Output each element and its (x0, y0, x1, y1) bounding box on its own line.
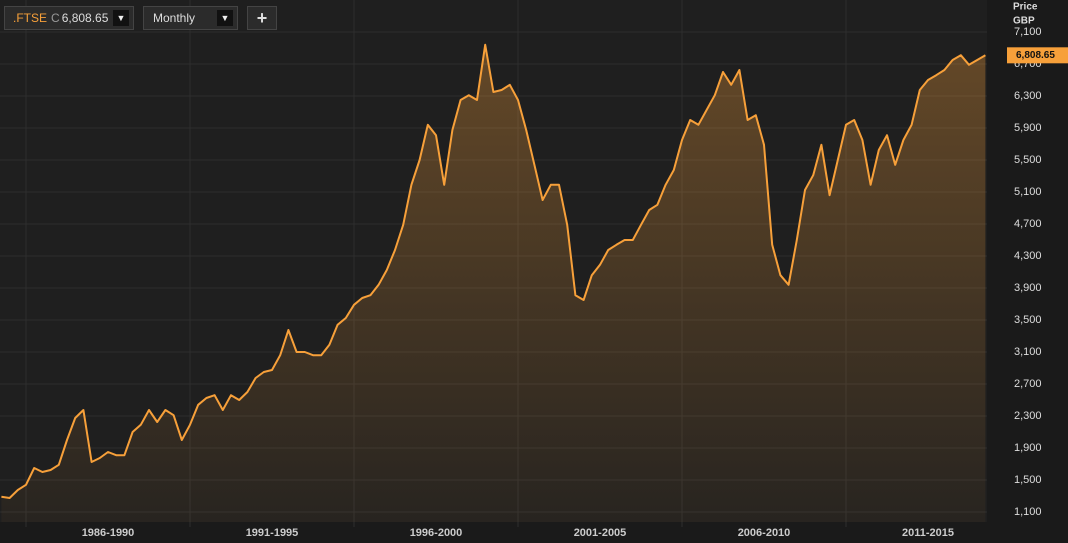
y-tick-label: 1,900 (1014, 442, 1042, 454)
currency-label: GBP (1013, 16, 1035, 27)
y-tick-label: 1,500 (1014, 474, 1042, 486)
y-tick-label: 6,300 (1014, 90, 1042, 102)
x-tick-label: 2006-2010 (738, 527, 791, 539)
y-tick-label: 1,100 (1014, 506, 1042, 518)
y-axis-label: Price (1013, 2, 1038, 13)
dropdown-arrow[interactable]: ▼ (113, 10, 129, 26)
interval: Monthly (153, 11, 196, 25)
interval-select[interactable]: Monthly ▼ (143, 6, 238, 30)
y-tick-label: 5,900 (1014, 122, 1042, 134)
x-tick-label: 1991-1995 (246, 527, 299, 539)
x-axis-panel (0, 522, 987, 543)
y-tick-label: 4,300 (1014, 250, 1042, 262)
y-tick-label: 3,500 (1014, 314, 1042, 326)
y-tick-label: 7,100 (1014, 26, 1042, 38)
last-price-label: 6,808.65 (1016, 50, 1055, 61)
last-price-tag (1007, 47, 1068, 64)
close-prefix: C (51, 11, 60, 25)
symbol-select[interactable]: .FTSE C 6,808.65 ▼ (4, 6, 134, 30)
y-tick-label: 5,500 (1014, 154, 1042, 166)
dropdown-arrow[interactable]: ▼ (217, 10, 233, 26)
x-tick-label: 2001-2005 (574, 527, 627, 539)
symbol: .FTSE (13, 11, 48, 25)
x-tick-label: 1996-2000 (410, 527, 463, 539)
axis-panel (987, 0, 1068, 543)
y-tick-label: 2,700 (1014, 378, 1042, 390)
y-tick-label: 3,900 (1014, 282, 1042, 294)
area (1, 44, 986, 523)
close-value: 6,808.65 (61, 11, 109, 25)
y-tick-label: 2,300 (1014, 410, 1042, 422)
y-tick-label: 4,700 (1014, 218, 1042, 230)
x-tick-label: 1986-1990 (82, 527, 135, 539)
y-tick-label: 3,100 (1014, 346, 1042, 358)
line (1, 43, 986, 499)
y-tick-label: 5,100 (1014, 186, 1042, 198)
add-button[interactable]: + (247, 6, 277, 30)
x-tick-label: 2011-2015 (902, 527, 954, 539)
